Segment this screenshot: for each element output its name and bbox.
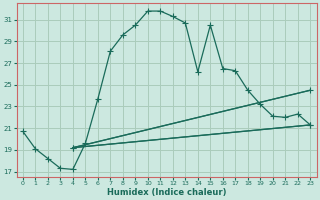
X-axis label: Humidex (Indice chaleur): Humidex (Indice chaleur) <box>107 188 226 197</box>
